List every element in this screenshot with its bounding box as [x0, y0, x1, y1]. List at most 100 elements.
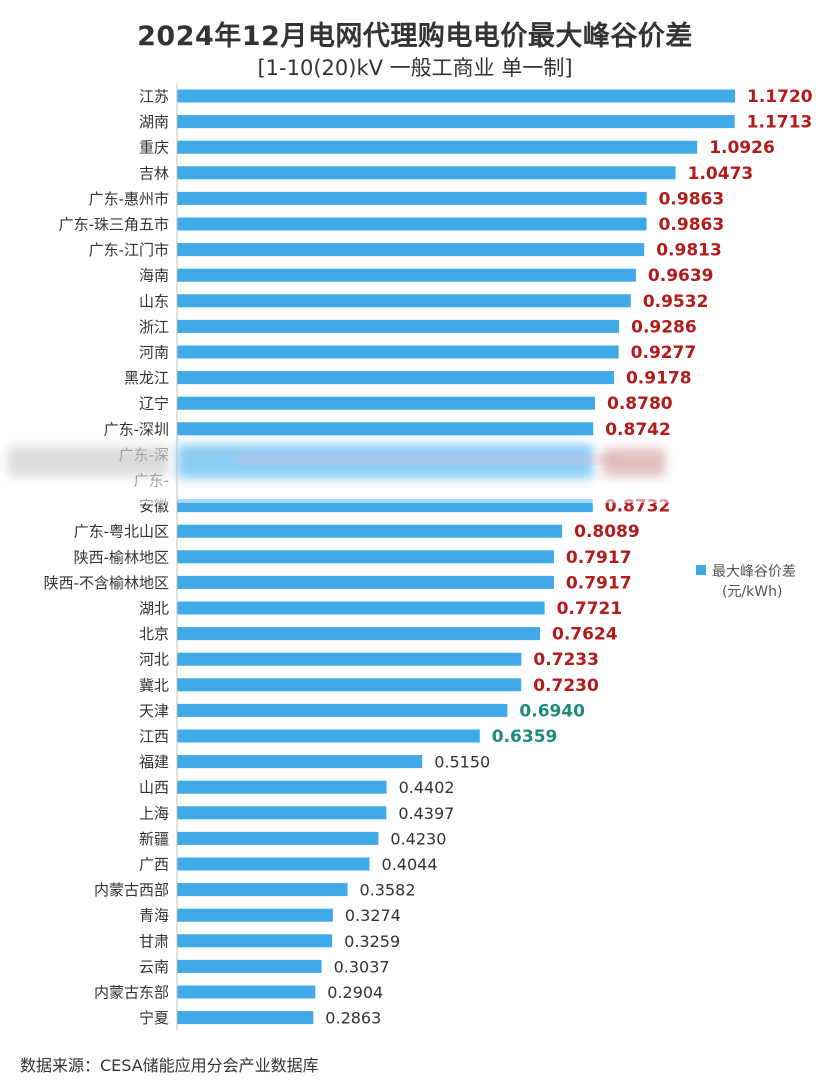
- bar: [177, 115, 735, 129]
- value-label: 0.8742: [605, 420, 671, 440]
- category-label: 浙江: [139, 318, 169, 336]
- category-label: 辽宁: [139, 395, 169, 413]
- bar: [177, 985, 316, 999]
- bar: [177, 652, 522, 666]
- obscured-artifact: [237, 456, 614, 463]
- value-label: 0.6359: [492, 727, 558, 747]
- category-label: 广东-粤北山区: [74, 523, 169, 541]
- chart-legend: 最大峰谷价差 (元/kWh): [696, 562, 796, 602]
- bar: [177, 601, 545, 615]
- value-label: 0.8780: [607, 394, 673, 414]
- category-label: 青海: [139, 907, 169, 925]
- value-label: 0.7917: [566, 573, 632, 593]
- value-label: 0.9178: [626, 369, 692, 389]
- value-label: 0.7233: [533, 650, 599, 670]
- legend-label: 最大峰谷价差: [712, 564, 796, 580]
- bar: [177, 217, 647, 231]
- category-label: 河南: [139, 344, 169, 362]
- bar: [177, 857, 370, 871]
- value-label: 0.6940: [519, 701, 585, 721]
- category-label: 福建: [139, 753, 169, 771]
- category-label: 江西: [139, 728, 169, 746]
- value-label: 0.7917: [566, 548, 632, 568]
- value-label: 0.4230: [390, 829, 446, 848]
- chart-subtitle: [1-10(20)kV 一般工商业 单一制]: [257, 56, 573, 80]
- bar: [177, 191, 647, 205]
- bar: [177, 806, 387, 820]
- category-label: 广西: [139, 856, 169, 874]
- obscured-values: [603, 448, 666, 477]
- value-label: 0.3274: [345, 906, 401, 925]
- data-source-note: 数据来源：CESA储能应用分会产业数据库: [20, 1056, 319, 1075]
- bar: [177, 703, 508, 717]
- category-label: 黑龙江: [124, 369, 169, 387]
- bar: [177, 729, 480, 743]
- category-label: 广东-江门市: [89, 241, 169, 259]
- category-label: 陕西-不含榆林地区: [44, 574, 169, 592]
- category-label: 冀北: [139, 676, 169, 694]
- value-label: 0.7721: [557, 599, 623, 619]
- bar: [177, 294, 631, 308]
- category-label: 北京: [139, 625, 169, 643]
- bar: [177, 268, 636, 282]
- value-label: 0.9639: [648, 266, 714, 286]
- category-label: 山西: [139, 779, 169, 797]
- bar: [177, 396, 596, 410]
- value-label: 0.9863: [659, 189, 725, 209]
- bar: [177, 678, 522, 692]
- category-label: 新疆: [139, 830, 169, 848]
- bar: [177, 89, 735, 103]
- value-label: 0.3259: [344, 932, 400, 951]
- category-label: 广东-深圳: [104, 420, 169, 438]
- category-label: 吉林: [139, 164, 169, 182]
- category-label: 湖北: [139, 600, 169, 618]
- bar: [177, 166, 676, 180]
- legend-entry: 最大峰谷价差: [696, 562, 796, 582]
- category-label: 广东-惠州市: [89, 190, 169, 208]
- category-label: 宁夏: [139, 1009, 169, 1027]
- value-label: 0.3582: [360, 881, 416, 900]
- category-label: 内蒙古东部: [94, 984, 169, 1002]
- bar: [177, 371, 614, 385]
- chart-title: 2024年12月电网代理购电电价最大峰谷价差: [137, 21, 693, 52]
- value-label: 0.4402: [399, 778, 455, 797]
- bar: [177, 345, 619, 359]
- category-label: 天津: [139, 702, 169, 720]
- bar: [177, 934, 333, 948]
- value-label: 0.9813: [656, 241, 722, 261]
- category-label: 河北: [139, 651, 169, 669]
- category-label: 山东: [139, 292, 169, 310]
- category-label: 内蒙古西部: [94, 881, 169, 899]
- value-label: 0.9277: [631, 343, 697, 363]
- bar: [177, 140, 698, 154]
- value-label: 0.7230: [533, 676, 599, 696]
- bar: [177, 883, 348, 897]
- value-label: 1.1713: [747, 113, 813, 133]
- obscured-region: [0, 444, 690, 504]
- category-label: 重庆: [139, 139, 169, 157]
- category-label: 陕西-榆林地区: [74, 548, 169, 566]
- value-label: 0.5150: [434, 753, 490, 772]
- legend-unit: (元/kWh): [722, 584, 783, 600]
- category-label: 江苏: [139, 88, 169, 106]
- bar: [177, 243, 645, 257]
- legend-swatch: [696, 565, 706, 575]
- value-label: 1.1720: [747, 87, 813, 107]
- value-label: 0.2863: [325, 1009, 381, 1028]
- value-label: 0.9532: [643, 292, 709, 312]
- category-label: 上海: [139, 804, 169, 822]
- bar: [177, 959, 322, 973]
- value-label: 0.9863: [659, 215, 725, 235]
- value-label: 0.9286: [631, 317, 697, 337]
- bar: [177, 319, 620, 333]
- bar: [177, 831, 379, 845]
- bar: [177, 755, 423, 769]
- value-label: 0.3037: [334, 957, 390, 976]
- obscured-labels: [8, 446, 168, 477]
- bar: [177, 780, 387, 794]
- category-label: 海南: [139, 267, 169, 285]
- category-label: 湖南: [139, 113, 169, 131]
- bar: [177, 422, 594, 436]
- value-label: 0.7624: [552, 625, 618, 645]
